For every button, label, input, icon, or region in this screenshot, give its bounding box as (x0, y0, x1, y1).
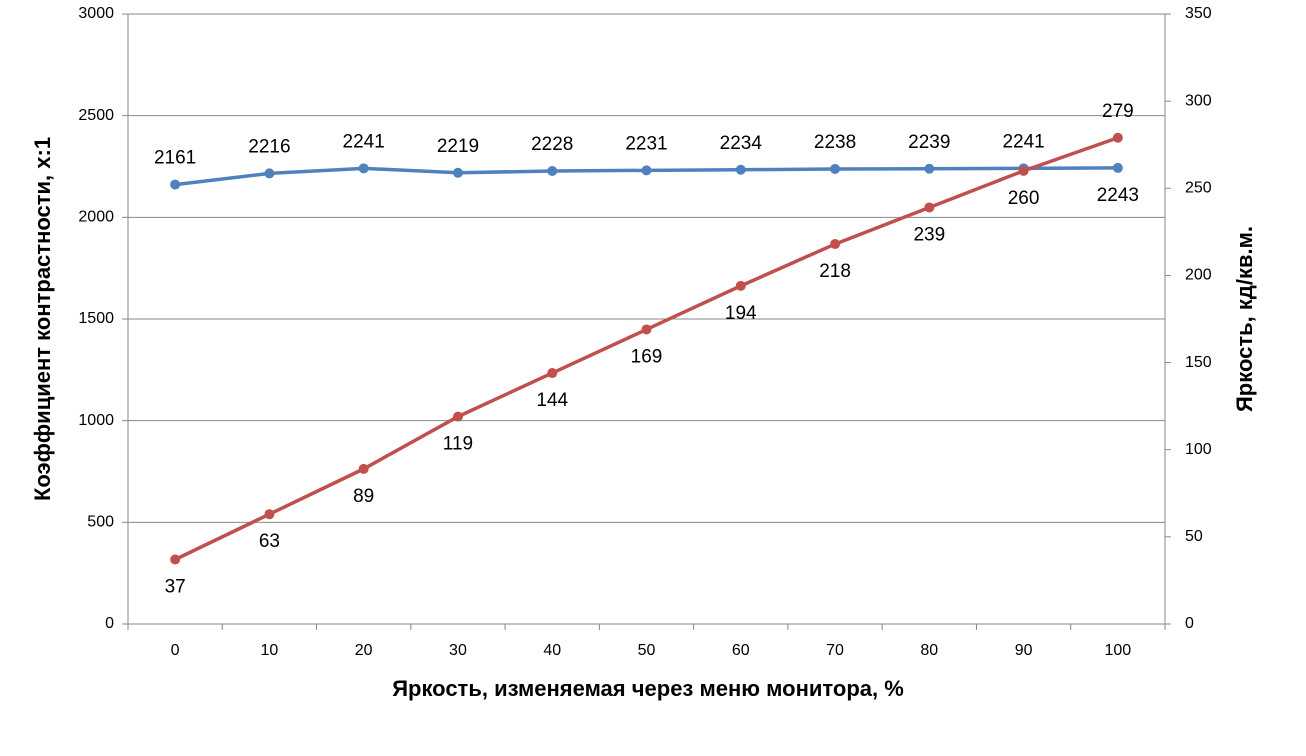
data-point (830, 239, 841, 250)
data-point (924, 202, 935, 213)
y2-tick-label: 150 (1185, 354, 1212, 371)
data-label: 2241 (343, 131, 385, 152)
data-label: 239 (913, 224, 945, 245)
data-label: 63 (259, 531, 280, 552)
data-label: 169 (631, 346, 663, 367)
y-tick-label: 3000 (78, 5, 114, 22)
y-tick-label: 500 (87, 514, 114, 531)
x-axis-title: Яркость, изменяемая через меню монитора,… (392, 676, 904, 701)
data-label: 2241 (1002, 131, 1044, 152)
data-point (358, 463, 369, 474)
y-axis-title: Коэффициент контрастности, х:1 (30, 137, 55, 501)
y2-tick-label: 250 (1185, 180, 1212, 197)
data-point (452, 411, 463, 422)
data-point (547, 368, 558, 379)
data-label: 119 (443, 434, 473, 455)
y-tick-label: 2500 (78, 107, 114, 124)
data-point (830, 163, 841, 174)
x-tick-label: 50 (638, 642, 656, 659)
x-tick-label: 30 (449, 642, 467, 659)
y2-tick-label: 300 (1185, 92, 1212, 109)
data-point (735, 164, 746, 175)
data-point (1112, 162, 1123, 173)
y2-tick-label: 100 (1185, 441, 1212, 458)
data-label: 2228 (531, 134, 573, 155)
data-point (735, 280, 746, 291)
data-label: 2231 (625, 133, 667, 154)
data-point (547, 165, 558, 176)
data-label: 279 (1102, 101, 1134, 122)
x-tick-label: 40 (543, 642, 561, 659)
x-tick-label: 0 (171, 642, 180, 659)
y2-axis-title: Яркость, кд/кв.м. (1232, 226, 1257, 412)
y2-tick-label: 350 (1185, 5, 1212, 22)
x-tick-label: 60 (732, 642, 750, 659)
data-point (170, 554, 181, 565)
data-label: 2239 (908, 132, 950, 153)
data-point (641, 165, 652, 176)
data-label: 194 (725, 303, 757, 324)
y-tick-label: 0 (105, 615, 114, 632)
data-point (170, 179, 181, 190)
data-point (452, 167, 463, 178)
data-label: 2219 (437, 136, 479, 157)
y2-tick-label: 50 (1185, 528, 1203, 545)
y-tick-label: 2000 (78, 209, 114, 226)
data-label: 2161 (154, 148, 196, 169)
data-label: 260 (1008, 188, 1040, 209)
x-tick-label: 70 (826, 642, 844, 659)
y-tick-label: 1500 (78, 310, 114, 327)
data-label: 144 (536, 390, 568, 411)
data-point (1112, 132, 1123, 143)
x-tick-label: 20 (355, 642, 373, 659)
y2-tick-label: 200 (1185, 267, 1212, 284)
x-tick-label: 100 (1105, 642, 1132, 659)
data-point (264, 168, 275, 179)
y2-tick-label: 0 (1185, 615, 1194, 632)
data-label: 89 (353, 486, 374, 507)
data-point (358, 163, 369, 174)
data-label: 2243 (1097, 185, 1139, 206)
data-point (641, 324, 652, 335)
data-point (1018, 165, 1029, 176)
data-label: 2238 (814, 132, 856, 153)
data-point (924, 163, 935, 174)
data-label: 2234 (720, 133, 763, 154)
data-label: 37 (165, 577, 186, 598)
data-label: 218 (819, 261, 851, 282)
x-tick-label: 10 (261, 642, 279, 659)
data-point (264, 509, 275, 520)
x-tick-label: 80 (920, 642, 938, 659)
x-tick-label: 90 (1015, 642, 1033, 659)
data-label: 2216 (248, 136, 290, 157)
y-tick-label: 1000 (78, 412, 114, 429)
